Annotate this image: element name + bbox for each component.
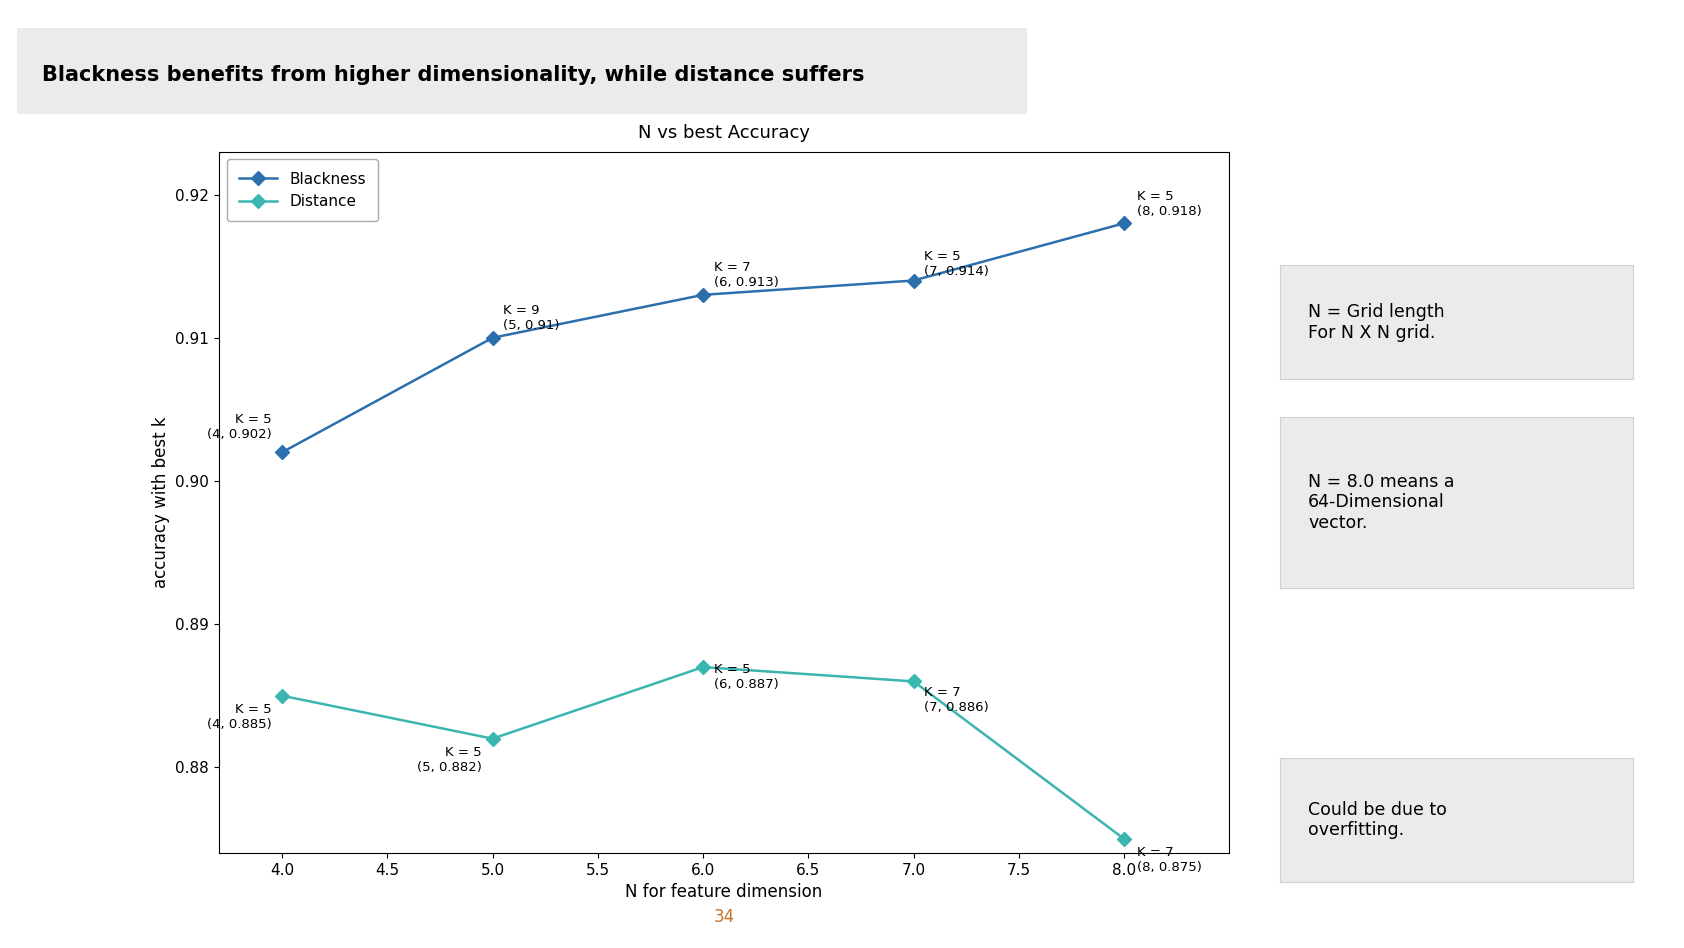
Distance <box>482 733 502 744</box>
Blackness <box>903 275 923 286</box>
Y-axis label: accuracy with best k: accuracy with best k <box>152 416 170 589</box>
Blackness <box>273 447 293 458</box>
Text: K = 5
(5, 0.882): K = 5 (5, 0.882) <box>418 746 482 774</box>
Text: 34: 34 <box>714 908 734 925</box>
Text: K = 7
(6, 0.913): K = 7 (6, 0.913) <box>714 261 778 289</box>
Text: N = Grid length
For N X N grid.: N = Grid length For N X N grid. <box>1308 303 1445 341</box>
X-axis label: N for feature dimension: N for feature dimension <box>625 884 823 902</box>
Line: Distance: Distance <box>278 663 1128 844</box>
Text: K = 5
(8, 0.918): K = 5 (8, 0.918) <box>1137 190 1201 217</box>
Distance <box>273 690 293 702</box>
Text: K = 9
(5, 0.91): K = 9 (5, 0.91) <box>504 304 559 332</box>
Distance <box>694 662 714 673</box>
Text: Blackness benefits from higher dimensionality, while distance suffers: Blackness benefits from higher dimension… <box>42 65 864 85</box>
Blackness <box>482 332 502 343</box>
Text: K = 5
(6, 0.887): K = 5 (6, 0.887) <box>714 663 778 691</box>
Blackness <box>1115 218 1135 229</box>
Text: K = 5
(7, 0.914): K = 5 (7, 0.914) <box>925 249 989 278</box>
Blackness <box>694 289 714 301</box>
Text: N = 8.0 means a
64-Dimensional
vector.: N = 8.0 means a 64-Dimensional vector. <box>1308 473 1455 532</box>
Line: Blackness: Blackness <box>278 218 1128 457</box>
Text: K = 7
(7, 0.886): K = 7 (7, 0.886) <box>925 685 989 714</box>
Distance <box>903 676 923 687</box>
Text: K = 5
(4, 0.885): K = 5 (4, 0.885) <box>207 702 271 731</box>
Text: K = 5
(4, 0.902): K = 5 (4, 0.902) <box>207 413 271 441</box>
Distance <box>1115 833 1135 845</box>
Text: K = 7
(8, 0.875): K = 7 (8, 0.875) <box>1137 846 1202 874</box>
Legend: Blackness, Distance: Blackness, Distance <box>227 159 377 222</box>
Title: N vs best Accuracy: N vs best Accuracy <box>638 124 810 142</box>
Text: Could be due to
overfitting.: Could be due to overfitting. <box>1308 801 1447 839</box>
